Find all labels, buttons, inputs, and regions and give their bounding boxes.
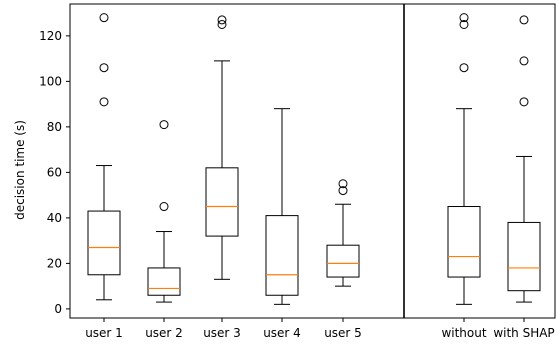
y-axis-title: decision time (s) — [13, 120, 27, 220]
y-tick-label-120: 120 — [39, 29, 62, 43]
y-tick-label-100: 100 — [39, 74, 62, 88]
y-tick-label-20: 20 — [47, 256, 62, 270]
x-tick-label-user-4: user 4 — [263, 326, 301, 340]
x-tick-label-user-5: user 5 — [324, 326, 362, 340]
y-tick-label-40: 40 — [47, 211, 62, 225]
y-tick-label-60: 60 — [47, 165, 62, 179]
x-tick-label-user-1: user 1 — [85, 326, 123, 340]
x-tick-label-user-2: user 2 — [145, 326, 183, 340]
y-tick-label-0: 0 — [54, 302, 62, 316]
x-tick-label-without: without — [441, 326, 486, 340]
x-tick-label-with-shap: with SHAP — [493, 326, 554, 340]
x-tick-label-user-3: user 3 — [203, 326, 241, 340]
y-tick-label-80: 80 — [47, 120, 62, 134]
